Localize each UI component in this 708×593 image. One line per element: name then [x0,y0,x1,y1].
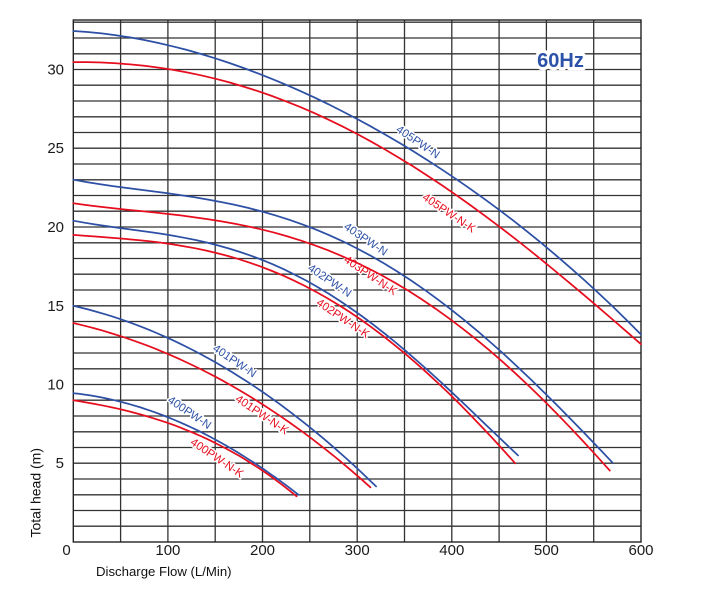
svg-text:Total head (m): Total head (m) [28,448,44,537]
svg-text:500: 500 [534,542,559,559]
svg-text:100: 100 [155,542,180,559]
svg-text:25: 25 [47,140,64,157]
svg-text:401PW-N: 401PW-N [210,343,258,381]
svg-text:300: 300 [345,542,370,559]
svg-text:20: 20 [47,219,64,236]
svg-text:0: 0 [62,542,70,559]
svg-text:10: 10 [47,377,64,394]
svg-text:405PW-N: 405PW-N [394,124,442,162]
svg-text:5: 5 [56,455,64,472]
svg-text:200: 200 [250,542,275,559]
svg-text:400: 400 [439,542,464,559]
svg-text:600: 600 [628,542,653,559]
svg-text:15: 15 [47,298,64,315]
svg-text:405PW-N-K: 405PW-N-K [420,191,478,235]
svg-text:30: 30 [47,62,64,79]
svg-text:60Hz: 60Hz [537,50,584,72]
svg-text:Discharge Flow (L/Min): Discharge Flow (L/Min) [96,564,232,579]
